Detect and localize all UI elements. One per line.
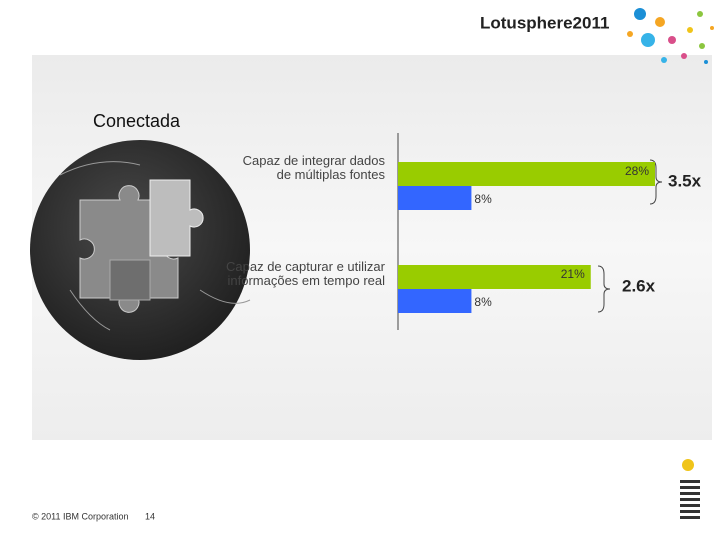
bar (398, 162, 655, 186)
category-label: Capaz de integrar dados de múltiplas fon… (242, 153, 385, 182)
value-label: 8% (474, 192, 492, 206)
braces (597, 159, 663, 313)
puzzle-image (30, 140, 251, 360)
bar (398, 186, 472, 210)
bar (398, 289, 472, 313)
chart-title: Conectada (93, 111, 181, 131)
category-label: Capaz de capturar e utilizar informações… (226, 259, 385, 288)
value-label: 28% (625, 164, 649, 178)
value-label: 21% (561, 267, 585, 281)
bar (398, 265, 591, 289)
value-label: 8% (474, 295, 492, 309)
footer-copyright: © 2011 IBM Corporation (32, 511, 129, 521)
decor-dots (627, 8, 714, 64)
logo: Lotusphere2011 (480, 13, 609, 32)
annotation: 3.5x (668, 171, 702, 190)
ibm-logo (680, 459, 700, 519)
page-number: 14 (145, 511, 155, 521)
annotation: 2.6x (622, 276, 656, 295)
